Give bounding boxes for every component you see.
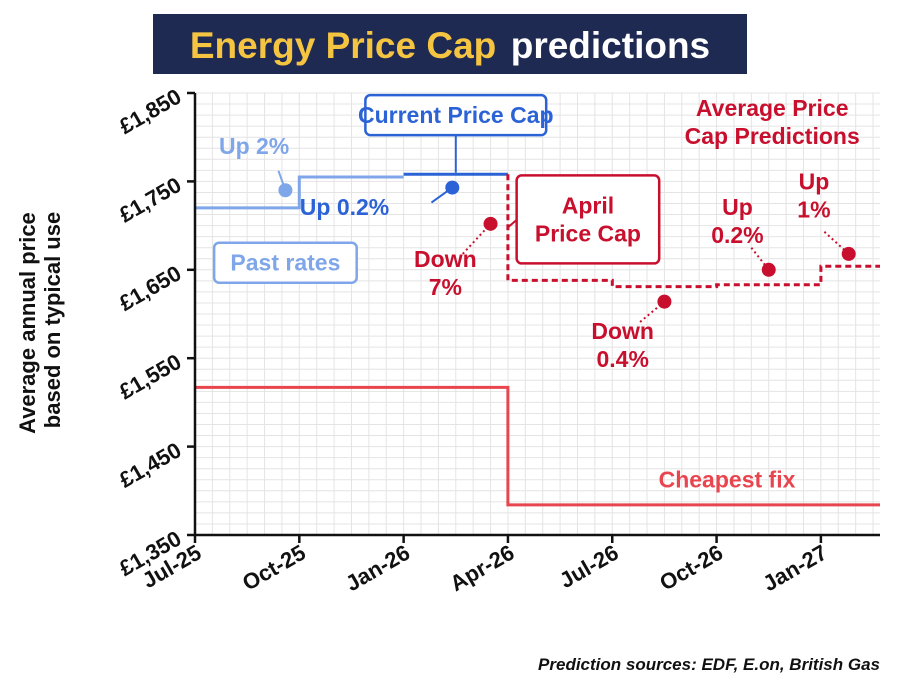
past-up-label: Up 2% <box>219 133 289 159</box>
current-up-marker <box>445 180 460 195</box>
jan-up-leader <box>823 231 850 255</box>
oct-up-label: Up 0.2% <box>711 194 763 248</box>
series-layer <box>195 172 880 507</box>
past-up-marker <box>278 183 293 198</box>
april-cap-box-text: April Price Cap <box>535 192 641 246</box>
x-tick-label: Jan-26 <box>341 540 414 597</box>
jul-down-label-line: Down <box>591 318 654 344</box>
series-fix-line <box>195 385 880 507</box>
april-down-label-line: 7% <box>429 274 462 300</box>
past-rates-box-text: Past rates <box>230 250 340 276</box>
past-rates-box-text-line: Past rates <box>230 250 340 276</box>
y-tick-label: £1,550 <box>115 349 186 404</box>
title-banner <box>153 14 747 74</box>
past-rates-box <box>212 241 358 284</box>
prediction-heading-label: Average Price Cap Predictions <box>685 95 860 149</box>
series-past-line <box>195 175 404 210</box>
title-highlight: Energy Price Cap <box>190 25 496 66</box>
chart-title: Energy Price Cap predictions <box>190 25 710 66</box>
jul-down-marker <box>657 294 672 309</box>
y-axis-label-line-2: based on typical use <box>40 212 65 428</box>
oct-up-label-line: Up <box>722 194 753 220</box>
y-tick-label: £1,750 <box>115 172 186 227</box>
april-down-label: Down 7% <box>414 246 477 300</box>
jul-down-label-line: 0.4% <box>596 346 648 372</box>
current-cap-box-text-line: Current Price Cap <box>358 102 554 128</box>
x-tick-label: Oct-25 <box>238 540 310 596</box>
x-tick-label: Jan-27 <box>759 540 832 597</box>
y-axis-label: Average annual price based on typical us… <box>15 206 65 434</box>
jan-up-marker <box>841 246 856 261</box>
april-down-leader <box>462 223 492 255</box>
title-rest: predictions <box>511 25 710 66</box>
current-cap-box <box>364 93 548 137</box>
y-tick-label: £1,650 <box>115 260 186 315</box>
jan-up-label-line: 1% <box>797 196 830 222</box>
april-down-label-line: Down <box>414 246 477 272</box>
current-cap-box-text: Current Price Cap <box>358 102 554 128</box>
april-cap-box-text-line: April <box>562 192 614 218</box>
jul-down-label: Down 0.4% <box>591 318 654 372</box>
y-tick-label: £1,850 <box>115 84 186 139</box>
y-axis-label-line-1: Average annual price <box>15 212 40 434</box>
y-tick-label: £1,450 <box>115 437 186 492</box>
prediction-heading-label-line: Average Price <box>696 95 849 121</box>
x-tick-label: Jul-26 <box>555 540 623 593</box>
april-cap-box <box>515 174 661 265</box>
jan-up-label: Up 1% <box>797 168 830 222</box>
oct-up-label-line: 0.2% <box>711 222 763 248</box>
x-tick-label: Apr-26 <box>446 540 519 596</box>
jan-up-label-line: Up <box>799 168 830 194</box>
x-tick-label: Oct-26 <box>655 540 727 596</box>
april-down-marker <box>483 216 498 231</box>
current-up-label: Up 0.2% <box>300 194 389 220</box>
cheapest-fix-label-line: Cheapest fix <box>659 466 796 492</box>
past-up-label-line: Up 2% <box>219 133 289 159</box>
annotations-layer: Up 2%Up 0.2%Down 7%Down 0.4%Up 0.2%Up 1%Aver… <box>212 93 860 492</box>
series-prediction-line <box>506 174 880 289</box>
current-up-label-line: Up 0.2% <box>300 194 389 220</box>
source-note: Prediction sources: EDF, E.on, British G… <box>538 655 880 674</box>
prediction-heading-label-line: Cap Predictions <box>685 123 860 149</box>
cheapest-fix-label: Cheapest fix <box>659 466 796 492</box>
april-cap-box-text-line: Price Cap <box>535 220 641 246</box>
oct-up-marker <box>761 262 776 277</box>
